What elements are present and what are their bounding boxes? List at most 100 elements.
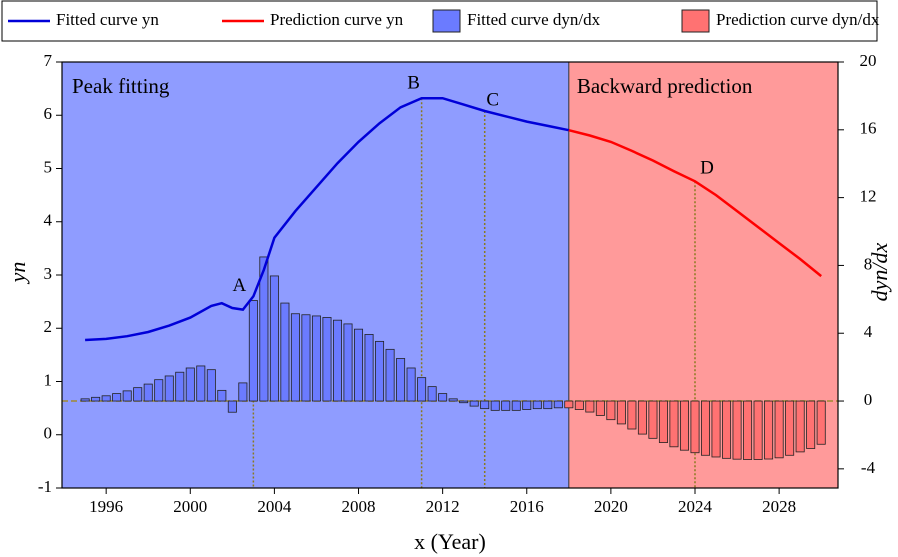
- y-tick-label: 2: [44, 317, 53, 336]
- x-tick-label: 2000: [173, 497, 207, 516]
- bar: [206, 369, 216, 402]
- bar: [375, 340, 385, 402]
- bar: [322, 317, 332, 402]
- x-tick-label: 2028: [762, 497, 796, 516]
- y-tick-label: 0: [44, 424, 53, 443]
- curve: [85, 96, 570, 342]
- bar: [91, 396, 101, 402]
- bar: [101, 395, 111, 402]
- bar: [669, 400, 679, 448]
- bar: [637, 400, 647, 435]
- y-tick-label: 1: [44, 370, 53, 389]
- x-tick-label: 2012: [426, 497, 460, 516]
- bar: [248, 300, 258, 402]
- bar: [459, 400, 469, 404]
- bar: [269, 275, 279, 402]
- bar: [311, 315, 321, 402]
- bar: [658, 400, 668, 443]
- x-tick-label: 2004: [257, 497, 292, 516]
- bar: [701, 400, 711, 456]
- bar: [627, 400, 637, 430]
- bar: [354, 328, 364, 402]
- region-label: Peak fitting: [72, 74, 170, 98]
- annotation-label: D: [700, 158, 714, 179]
- y2-axis-title: dyn/dx: [867, 242, 892, 301]
- bar: [406, 367, 416, 402]
- y2-tick-label: -4: [861, 458, 876, 477]
- legend-label: Fitted curve yn: [56, 10, 159, 29]
- bar: [217, 389, 227, 402]
- annotation-label: B: [407, 73, 420, 94]
- x-axis-title: x (Year): [414, 529, 486, 554]
- bar: [469, 400, 479, 407]
- x-tick-label: 2020: [594, 497, 628, 516]
- bar: [427, 386, 437, 402]
- bar: [238, 382, 248, 402]
- bar: [448, 398, 458, 402]
- y-tick-label: 3: [44, 264, 53, 283]
- bar: [595, 400, 605, 416]
- bar: [522, 400, 532, 410]
- bar: [606, 400, 616, 421]
- bar: [480, 400, 490, 410]
- bar: [501, 400, 511, 411]
- bar: [774, 400, 784, 459]
- bar: [343, 323, 353, 402]
- bar: [196, 365, 206, 402]
- bar: [112, 393, 122, 402]
- bar: [259, 256, 269, 402]
- bar: [364, 334, 374, 402]
- legend-label: Fitted curve dyn/dx: [467, 10, 601, 29]
- bar: [280, 302, 290, 402]
- bar: [511, 400, 521, 411]
- legend-swatch: [432, 9, 461, 33]
- x-tick-label: 1996: [89, 497, 123, 516]
- bar: [574, 400, 584, 410]
- bar: [80, 398, 90, 402]
- bar: [175, 371, 185, 402]
- x-tick-label: 2008: [342, 497, 376, 516]
- y-tick-label: 6: [44, 104, 53, 123]
- bar: [301, 314, 311, 402]
- bar: [585, 400, 595, 413]
- bar: [785, 400, 795, 456]
- bar: [616, 400, 626, 425]
- y-axis-title: yn: [5, 262, 30, 285]
- bar: [122, 390, 132, 402]
- curve: [568, 128, 822, 278]
- y-tick-label: 7: [44, 51, 53, 70]
- bar: [806, 400, 816, 449]
- y-tick-label: 5: [44, 157, 53, 176]
- x-tick-label: 2024: [678, 497, 713, 516]
- bar: [417, 377, 427, 402]
- y2-tick-label: 4: [864, 322, 873, 341]
- bar: [648, 400, 658, 439]
- bar: [290, 313, 300, 402]
- bar: [532, 400, 542, 410]
- y2-tick-label: 0: [864, 390, 873, 409]
- y2-tick-label: 8: [864, 254, 873, 273]
- bar: [690, 400, 700, 454]
- bar: [564, 400, 574, 409]
- bar: [543, 400, 553, 410]
- legend-label: Prediction curve yn: [270, 10, 404, 29]
- bar: [438, 393, 448, 402]
- bar: [722, 400, 732, 459]
- y2-tick-label: 16: [860, 119, 877, 138]
- bar: [332, 319, 342, 402]
- bar: [711, 400, 721, 458]
- bar: [816, 400, 826, 445]
- bar: [396, 358, 406, 402]
- y-tick-label: -1: [38, 477, 52, 496]
- bar: [732, 400, 742, 460]
- y2-tick-label: 20: [860, 51, 877, 70]
- bar: [185, 367, 195, 402]
- bar: [679, 400, 689, 451]
- bar: [764, 400, 774, 460]
- region-label: Backward prediction: [577, 74, 753, 98]
- bar: [490, 400, 500, 411]
- annotation-label: C: [486, 89, 499, 110]
- bar: [385, 348, 395, 402]
- legend-label: Prediction curve dyn/dx: [716, 10, 880, 29]
- y-tick-label: 4: [44, 211, 53, 230]
